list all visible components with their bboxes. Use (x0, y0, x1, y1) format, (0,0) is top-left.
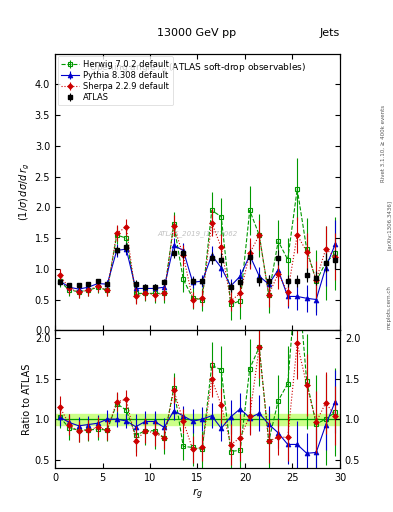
Text: Jets: Jets (320, 28, 340, 38)
Y-axis label: $(1/\sigma)\,d\sigma/d\,r_{g}$: $(1/\sigma)\,d\sigma/d\,r_{g}$ (17, 163, 32, 221)
Text: Opening angle $r_g$ (ATLAS soft-drop observables): Opening angle $r_g$ (ATLAS soft-drop obs… (89, 62, 306, 75)
X-axis label: $r_g$: $r_g$ (192, 486, 203, 502)
Legend: Herwig 7.0.2 default, Pythia 8.308 default, Sherpa 2.2.9 default, ATLAS: Herwig 7.0.2 default, Pythia 8.308 defau… (57, 56, 173, 105)
Text: 13000 GeV pp: 13000 GeV pp (157, 28, 236, 38)
Text: [arXiv:1306.3436]: [arXiv:1306.3436] (387, 200, 391, 250)
Text: mcplots.cern.ch: mcplots.cern.ch (387, 285, 391, 329)
Y-axis label: Ratio to ATLAS: Ratio to ATLAS (22, 364, 32, 435)
Text: ATLAS_2019_I1772062: ATLAS_2019_I1772062 (157, 230, 238, 237)
Text: Rivet 3.1.10, ≥ 400k events: Rivet 3.1.10, ≥ 400k events (381, 105, 386, 182)
